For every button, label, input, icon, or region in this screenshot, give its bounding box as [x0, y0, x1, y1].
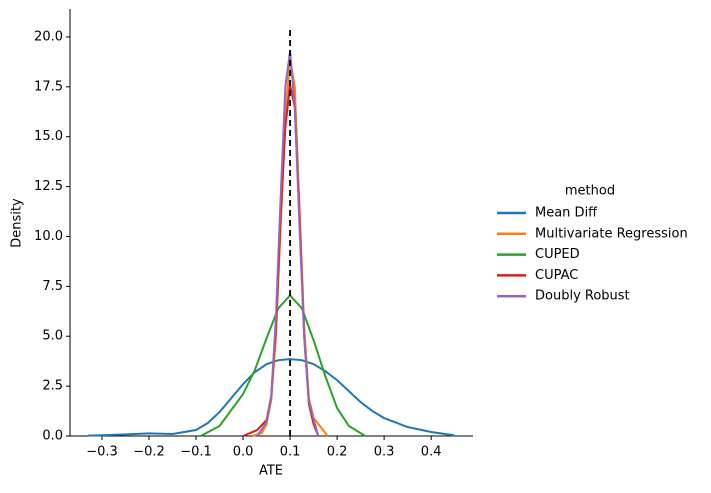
legend-label: Multivariate Regression [535, 226, 688, 241]
x-tick-label: 0.2 [327, 445, 348, 460]
y-tick-label: 17.5 [34, 79, 63, 94]
legend-label: CUPAC [535, 268, 578, 283]
y-tick-label: 20.0 [34, 29, 63, 44]
legend-label: CUPED [535, 247, 580, 262]
y-tick-label: 15.0 [34, 129, 63, 144]
y-tick-label: 7.5 [42, 279, 63, 294]
kde-line [256, 50, 320, 437]
legend-label: Doubly Robust [535, 289, 630, 304]
x-tick-label: −0.2 [133, 445, 165, 460]
y-tick-label: 0.0 [42, 429, 63, 444]
x-tick-label: 0.0 [233, 445, 254, 460]
kde-line [87, 358, 455, 437]
legend-title: method [565, 184, 615, 199]
legend-label: Mean Diff [535, 206, 598, 221]
x-tick-label: 0.3 [374, 445, 395, 460]
y-tick-label: 2.5 [42, 379, 63, 394]
x-tick-label: −0.3 [86, 445, 118, 460]
x-axis-label: ATE [259, 464, 283, 479]
x-tick-label: 0.1 [280, 445, 301, 460]
y-axis-label: Density [10, 198, 25, 248]
y-tick-label: 10.0 [34, 229, 63, 244]
x-tick-label: 0.4 [421, 445, 442, 460]
kde-line [200, 293, 366, 437]
x-tick-label: −0.1 [180, 445, 212, 460]
y-tick-label: 5.0 [42, 329, 63, 344]
y-tick-label: 12.5 [34, 179, 63, 194]
